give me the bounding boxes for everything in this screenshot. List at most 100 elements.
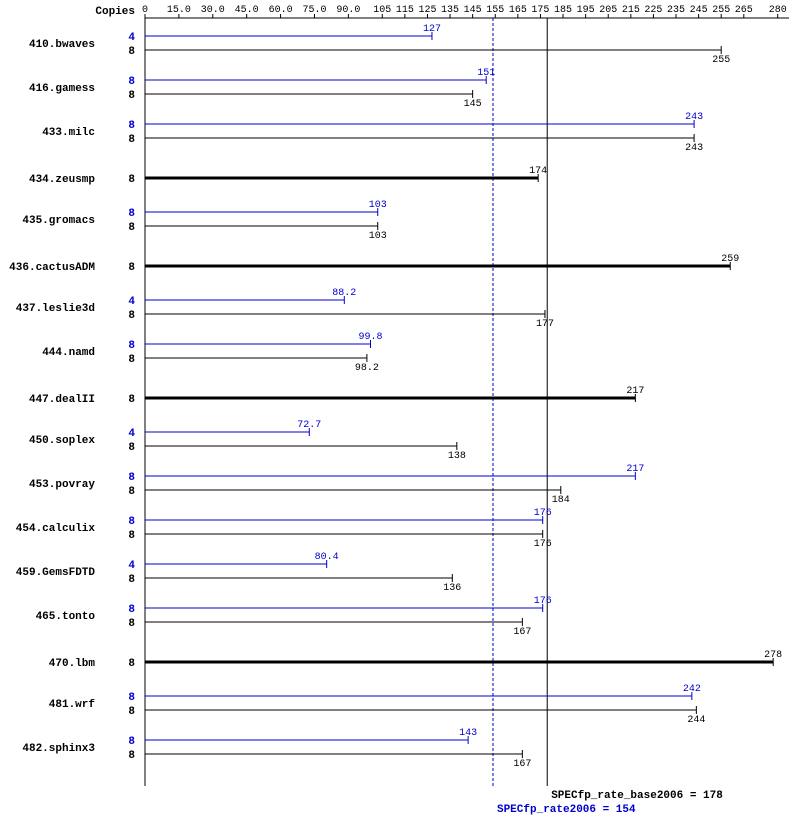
benchmark-label: 454.calculix <box>16 523 96 535</box>
benchmark-label: 450.soplex <box>29 435 95 447</box>
copies-label: 8 <box>128 618 135 630</box>
bar-value-label: 80.4 <box>315 552 339 563</box>
benchmark-label: 465.tonto <box>36 611 96 623</box>
xaxis-tick-label: 60.0 <box>269 5 293 16</box>
bar-value-label: 103 <box>369 200 387 211</box>
bar-value-label: 243 <box>685 112 703 123</box>
benchmark-label: 447.dealII <box>29 394 95 406</box>
bar-value-label: 217 <box>626 386 644 397</box>
bar-value-label: 243 <box>685 143 703 154</box>
copies-label: 8 <box>128 530 135 542</box>
benchmark-label: 444.namd <box>42 347 95 359</box>
benchmark-label: 433.milc <box>42 127 95 139</box>
copies-label: 8 <box>128 516 135 528</box>
reference-label: SPECfp_rate_base2006 = 178 <box>551 790 723 802</box>
bar-value-label: 278 <box>764 650 782 661</box>
xaxis-tick-label: 280 <box>769 5 787 16</box>
copies-label: 8 <box>128 134 135 146</box>
copies-label: 8 <box>128 574 135 586</box>
copies-label: 8 <box>128 354 135 366</box>
bar-value-label: 136 <box>443 583 461 594</box>
copies-label: 8 <box>128 692 135 704</box>
bar-value-label: 88.2 <box>332 288 356 299</box>
xaxis-tick-label: 30.0 <box>201 5 225 16</box>
bar-value-label: 103 <box>369 231 387 242</box>
copies-label: 8 <box>128 222 135 234</box>
copies-header: Copies <box>95 6 135 18</box>
xaxis-tick-label: 185 <box>554 5 572 16</box>
xaxis-tick-label: 265 <box>735 5 753 16</box>
benchmark-label: 436.cactusADM <box>9 262 95 274</box>
copies-label: 8 <box>128 174 135 186</box>
bar-value-label: 255 <box>712 55 730 66</box>
copies-label: 8 <box>128 486 135 498</box>
copies-label: 8 <box>128 46 135 58</box>
xaxis-tick-label: 155 <box>486 5 504 16</box>
xaxis-tick-label: 105 <box>373 5 391 16</box>
bar-value-label: 167 <box>513 627 531 638</box>
bar-value-label: 242 <box>683 684 701 695</box>
xaxis-tick-label: 115 <box>396 5 414 16</box>
bar-value-label: 151 <box>477 68 495 79</box>
spec-chart: 015.030.045.060.075.090.0105115125135145… <box>0 0 799 831</box>
bar-value-label: 176 <box>534 539 552 550</box>
copies-label: 8 <box>128 76 135 88</box>
xaxis-tick-label: 90.0 <box>336 5 360 16</box>
copies-label: 4 <box>128 560 135 572</box>
bar-value-label: 244 <box>687 715 705 726</box>
copies-label: 8 <box>128 750 135 762</box>
copies-label: 8 <box>128 442 135 454</box>
bar-value-label: 98.2 <box>355 363 379 374</box>
copies-label: 4 <box>128 296 135 308</box>
bar-value-label: 177 <box>536 319 554 330</box>
xaxis-tick-label: 175 <box>531 5 549 16</box>
copies-label: 8 <box>128 472 135 484</box>
copies-label: 8 <box>128 394 135 406</box>
bar-value-label: 138 <box>448 451 466 462</box>
copies-label: 8 <box>128 706 135 718</box>
xaxis-tick-label: 245 <box>690 5 708 16</box>
bar-value-label: 127 <box>423 24 441 35</box>
benchmark-label: 435.gromacs <box>22 215 95 227</box>
benchmark-label: 470.lbm <box>49 658 96 670</box>
bar-value-label: 174 <box>529 166 547 177</box>
copies-label: 8 <box>128 120 135 132</box>
benchmark-label: 459.GemsFDTD <box>16 567 96 579</box>
bar-value-label: 184 <box>552 495 570 506</box>
copies-label: 8 <box>128 310 135 322</box>
benchmark-label: 416.gamess <box>29 83 95 95</box>
xaxis-tick-label: 225 <box>644 5 662 16</box>
benchmark-label: 437.leslie3d <box>16 303 95 315</box>
xaxis-tick-label: 45.0 <box>235 5 259 16</box>
benchmark-label: 410.bwaves <box>29 39 95 51</box>
benchmark-label: 481.wrf <box>49 699 96 711</box>
xaxis-tick-label: 75.0 <box>302 5 326 16</box>
bar-value-label: 72.7 <box>297 420 321 431</box>
copies-label: 8 <box>128 262 135 274</box>
copies-label: 8 <box>128 90 135 102</box>
xaxis-tick-label: 125 <box>418 5 436 16</box>
copies-label: 8 <box>128 208 135 220</box>
xaxis-tick-label: 145 <box>464 5 482 16</box>
bar-value-label: 176 <box>534 596 552 607</box>
copies-label: 8 <box>128 736 135 748</box>
xaxis-tick-label: 215 <box>622 5 640 16</box>
xaxis-tick-label: 195 <box>577 5 595 16</box>
reference-label: SPECfp_rate2006 = 154 <box>497 804 636 816</box>
bar-value-label: 176 <box>534 508 552 519</box>
xaxis-tick-label: 135 <box>441 5 459 16</box>
xaxis-tick-label: 0 <box>142 5 148 16</box>
copies-label: 8 <box>128 340 135 352</box>
benchmark-label: 453.povray <box>29 479 95 491</box>
copies-label: 4 <box>128 428 135 440</box>
xaxis-tick-label: 205 <box>599 5 617 16</box>
bar-value-label: 143 <box>459 728 477 739</box>
copies-label: 8 <box>128 658 135 670</box>
xaxis-tick-label: 165 <box>509 5 527 16</box>
chart-svg: 015.030.045.060.075.090.0105115125135145… <box>0 0 799 831</box>
copies-label: 8 <box>128 604 135 616</box>
bar-value-label: 145 <box>464 99 482 110</box>
bar-value-label: 259 <box>721 254 739 265</box>
benchmark-label: 434.zeusmp <box>29 174 95 186</box>
bar-value-label: 217 <box>626 464 644 475</box>
